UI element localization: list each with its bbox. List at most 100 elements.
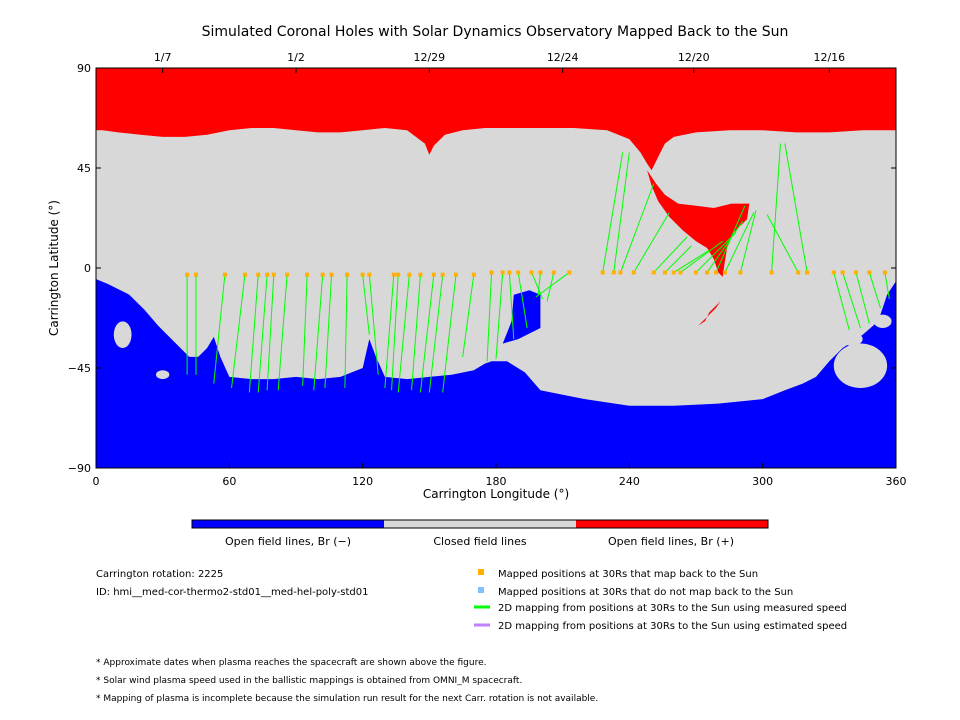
mapping-line <box>833 272 850 331</box>
model-id: ID: hmi__med-cor-thermo2-std01__med-hel-… <box>96 587 369 598</box>
x-tick-label: 180 <box>486 475 507 488</box>
mapped-point <box>831 270 836 275</box>
south-coronal-hole <box>96 279 896 468</box>
mapping-line <box>517 272 528 329</box>
mapping-line <box>695 232 737 273</box>
north-coronal-hole <box>96 68 896 171</box>
mapped-point <box>440 272 445 277</box>
mapped-point <box>507 270 512 275</box>
mapped-point <box>551 270 556 275</box>
legend-estimated-text: 2D mapping from positions at 30Rs to the… <box>498 621 847 632</box>
mapped-point <box>345 272 350 277</box>
negative-hole-extension <box>502 290 541 344</box>
mapping-line <box>266 274 275 391</box>
mapping-line <box>391 274 399 391</box>
mapping-line <box>664 245 692 273</box>
positive-hole-projection <box>647 170 750 277</box>
x-tick-label: 0 <box>93 475 100 488</box>
mapping-line <box>673 249 710 273</box>
legend-unmapped-square <box>478 587 484 593</box>
mapping-line <box>257 274 268 393</box>
date-tick-label: 12/16 <box>813 51 845 64</box>
colorbar-open-negative <box>192 520 384 528</box>
mapped-point <box>567 270 572 275</box>
mapped-point <box>320 272 325 277</box>
mapped-point <box>714 270 718 275</box>
mapping-line <box>324 274 333 389</box>
mapping-line <box>428 274 444 393</box>
x-tick-label: 120 <box>352 475 373 488</box>
mapping-line <box>442 274 457 393</box>
mapping-line <box>715 205 746 273</box>
mapping-line <box>531 272 544 300</box>
closed-island <box>840 332 863 346</box>
colorbar-label-closed: Closed field lines <box>433 535 527 548</box>
mapping-line <box>842 272 861 329</box>
mapping-line <box>411 274 421 391</box>
mapped-point <box>618 270 623 275</box>
mapped-point <box>631 270 636 275</box>
x-axis: 0 60 120 180 240 300 360 <box>93 463 907 488</box>
mapped-point <box>805 270 810 275</box>
mapping-line <box>619 183 655 273</box>
closed-island <box>833 343 888 388</box>
mapped-point <box>305 272 310 277</box>
mapping-line <box>537 272 541 295</box>
mapped-point <box>854 270 858 275</box>
legend: Mapped positions at 30Rs that map back t… <box>474 569 847 632</box>
mapped-point <box>489 270 494 275</box>
mapped-point <box>242 272 247 277</box>
legend-unmapped-text: Mapped positions at 30Rs that do not map… <box>498 587 793 598</box>
mapping-line <box>384 274 395 389</box>
y-tick-label: 0 <box>84 262 91 275</box>
x-tick-label: 360 <box>886 475 907 488</box>
x-axis-label: Carrington Longitude (°) <box>423 487 569 501</box>
mapped-point <box>222 272 227 277</box>
y-tick-label: −90 <box>68 462 91 475</box>
mapped-point <box>671 270 676 275</box>
mapped-point <box>722 270 727 275</box>
mapping-line <box>613 152 630 273</box>
mapped-point <box>611 270 616 275</box>
mapped-point <box>678 270 683 275</box>
legend-mapped-square <box>478 569 484 575</box>
mapped-point <box>705 270 710 275</box>
colorbar-label-open-negative: Open field lines, Br (−) <box>225 535 351 548</box>
mapping-line <box>739 210 757 273</box>
mapped-point <box>367 272 372 277</box>
mapped-point <box>271 272 276 277</box>
mapping-line <box>884 272 890 300</box>
mapping-line <box>368 274 379 375</box>
mapping-line <box>419 274 435 393</box>
mapping-line <box>771 143 781 273</box>
mapped-point <box>694 270 698 275</box>
date-tick-label: 12/29 <box>413 51 445 64</box>
x-tick-label: 240 <box>619 475 640 488</box>
mapping-line <box>462 274 475 357</box>
mapped-point <box>418 272 423 277</box>
mapping-line <box>868 272 881 309</box>
y-axis: −90 −45 0 45 90 <box>68 62 896 475</box>
mapping-lines <box>186 143 890 393</box>
colorbar-label-open-positive: Open field lines, Br (+) <box>608 535 734 548</box>
mapped-point <box>454 272 458 277</box>
mapping-line <box>362 274 370 335</box>
date-tick-label: 12/20 <box>678 51 710 64</box>
mapped-point <box>516 270 521 275</box>
mapping-line <box>508 272 515 340</box>
mapping-line <box>855 272 870 324</box>
y-tick-label: −45 <box>68 362 91 375</box>
mapped-point <box>194 272 198 277</box>
mapped-point <box>256 272 261 277</box>
mapped-point <box>407 272 412 277</box>
mapped-point <box>529 270 534 275</box>
mapping-line <box>486 272 493 362</box>
mapping-line <box>680 240 723 273</box>
mapping-line <box>535 272 570 298</box>
mapped-point <box>738 270 743 275</box>
closed-island <box>113 321 132 348</box>
note-dates: * Approximate dates when plasma reaches … <box>96 658 487 668</box>
mapping-line <box>344 274 348 389</box>
mapped-point <box>796 270 801 275</box>
mapping-line <box>633 212 670 273</box>
